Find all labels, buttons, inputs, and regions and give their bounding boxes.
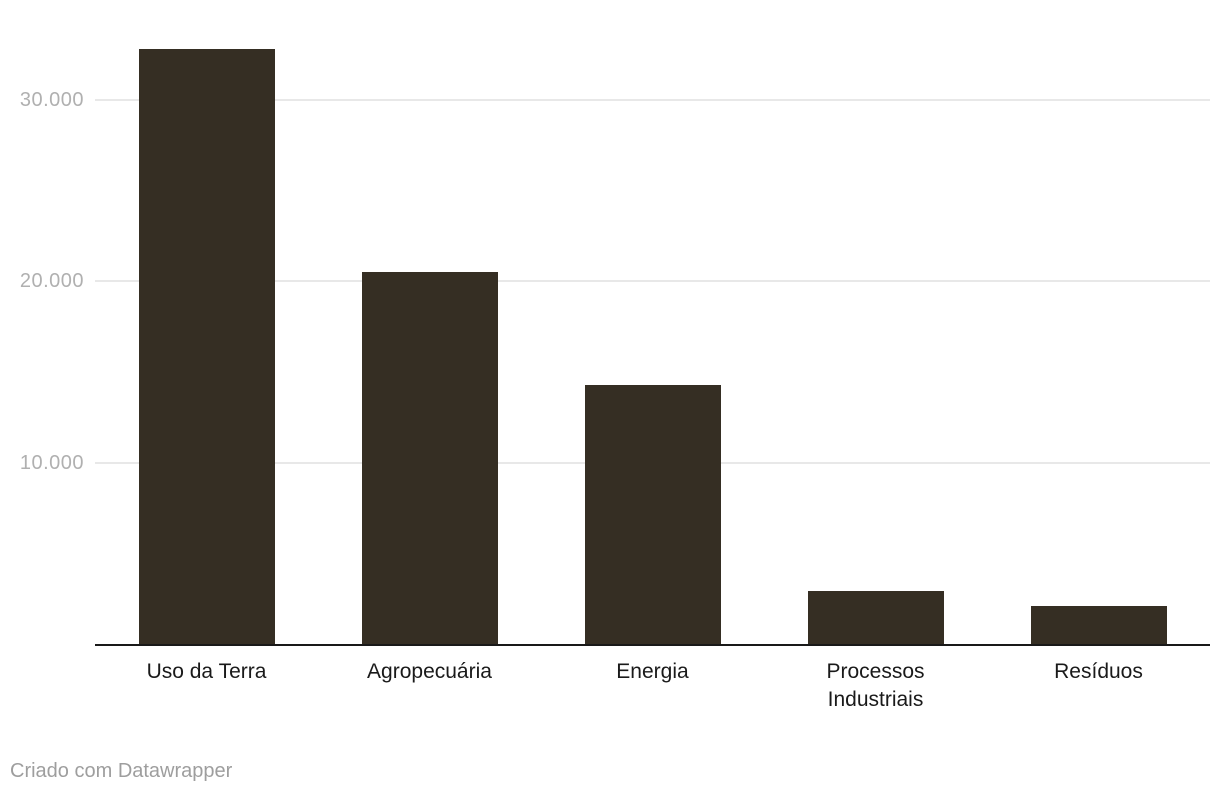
x-category-cell: Processos Industriais: [764, 658, 987, 714]
y-tick-label: 30.000: [19, 88, 84, 111]
bar-processos-industriais: [807, 591, 944, 644]
attribution: Criado com Datawrapper: [10, 758, 232, 784]
bar-uso-da-terra: [138, 48, 275, 644]
x-axis-category-labels: Uso da Terra Agropecuária Energia Processos…: [95, 658, 1210, 714]
x-category-cell: Energia: [541, 658, 764, 714]
bar-agropecuaria: [361, 272, 498, 644]
x-category-label-uso-da-terra: Uso da Terra: [146, 660, 267, 683]
attribution-text: Criado com Datawrapper: [10, 760, 233, 782]
x-category-label-processos-industriais: Processos Industriais: [826, 660, 925, 711]
y-tick-label: 20.000: [19, 270, 84, 293]
gridline-20.000: [95, 280, 1210, 283]
bar-energia: [584, 384, 721, 644]
plot-area: [95, 0, 1210, 646]
x-category-cell: Uso da Terra: [95, 658, 318, 714]
x-category-cell: Agropecuária: [318, 658, 541, 714]
bar-residuos: [1030, 605, 1167, 644]
y-tick-label: 10.000: [19, 451, 84, 474]
gridline-30.000: [95, 98, 1210, 101]
x-category-label-residuos: Resíduos: [1054, 660, 1143, 683]
x-category-cell: Resíduos: [987, 658, 1210, 714]
x-category-label-energia: Energia: [616, 660, 689, 683]
x-category-label-agropecuaria: Agropecuária: [367, 660, 492, 683]
